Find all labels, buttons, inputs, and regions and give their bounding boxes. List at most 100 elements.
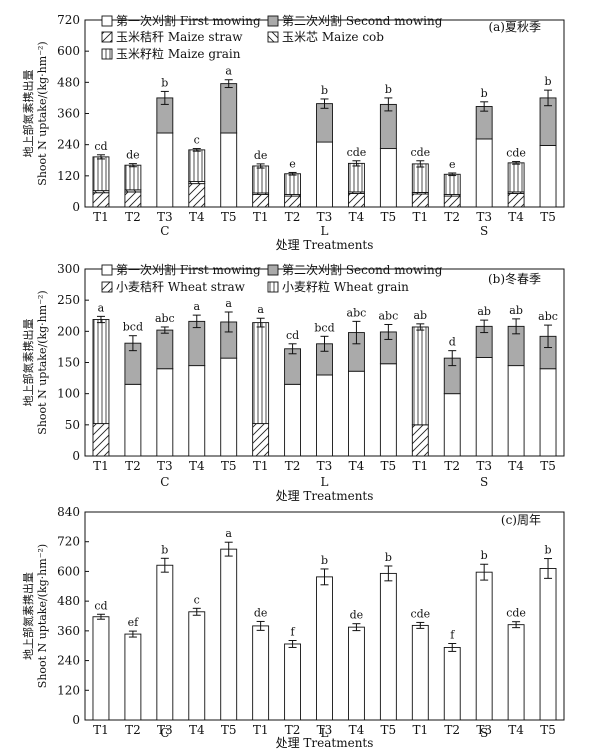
- bar: [316, 576, 333, 721]
- x-tick-label: T4: [508, 723, 524, 737]
- bar: [156, 564, 174, 721]
- y-tick-label: 120: [57, 683, 80, 697]
- x-tick-label: T3: [476, 210, 492, 224]
- legend-swatch-second: [267, 264, 279, 276]
- x-tick-label: T4: [508, 210, 524, 224]
- bar: [220, 548, 238, 721]
- bar: [92, 616, 110, 721]
- significance-letter: b: [385, 551, 392, 564]
- significance-letter: abc: [155, 312, 175, 325]
- y-axis-title-en: Shoot N uptake/(kg·hm⁻²): [36, 544, 49, 688]
- bar: [252, 625, 270, 721]
- bar-segment-first: [379, 148, 397, 208]
- significance-letter: cde: [506, 607, 526, 620]
- bar-segment-grain: [284, 173, 302, 195]
- legend-label: 第二次刈割 Second mowing: [282, 262, 443, 277]
- bar-segment-grain: [92, 319, 110, 425]
- x-tick-label: T3: [157, 723, 173, 737]
- y-tick-label: 480: [57, 594, 80, 608]
- significance-letter: cd: [94, 599, 107, 612]
- x-tick-label: T1: [93, 723, 109, 737]
- significance-letter: c: [194, 593, 200, 606]
- bar-segment-straw: [188, 183, 206, 208]
- bar: [348, 626, 365, 721]
- legend-label: 玉米秸秆 Maize straw: [116, 30, 243, 44]
- significance-letter: de: [350, 609, 364, 622]
- x-tick-label: T3: [317, 210, 333, 224]
- legend-swatch-grain: [267, 281, 279, 293]
- significance-letter: b: [321, 554, 328, 567]
- group-label: S: [480, 726, 488, 740]
- bar-segment-first: [475, 357, 493, 457]
- x-axis-title: 处理 Treatments: [276, 489, 374, 503]
- significance-letter: a: [98, 301, 105, 314]
- bar-segment-first: [539, 368, 557, 457]
- panel-label: (b)冬春季: [488, 271, 541, 286]
- bar-segment-straw: [92, 423, 110, 457]
- group-label: L: [321, 726, 329, 740]
- x-tick-label: T5: [381, 210, 397, 224]
- y-tick-label: 120: [57, 169, 80, 183]
- significance-letter: cd: [286, 329, 299, 342]
- x-tick-label: T3: [317, 723, 333, 737]
- y-tick-label: 150: [57, 356, 80, 370]
- x-tick-label: T5: [381, 723, 397, 737]
- x-tick-label: T5: [540, 459, 556, 473]
- significance-letter: b: [545, 75, 552, 88]
- x-tick-label: T5: [540, 723, 556, 737]
- bar: [284, 643, 302, 721]
- y-tick-label: 250: [57, 293, 80, 307]
- legend-swatch-straw: [101, 281, 113, 293]
- x-tick-label: T3: [157, 459, 173, 473]
- y-tick-label: 100: [57, 387, 80, 401]
- x-tick-label: T4: [189, 723, 205, 737]
- x-tick-label: T2: [285, 723, 301, 737]
- bar-segment-straw: [411, 193, 429, 208]
- x-tick-label: T4: [508, 459, 524, 473]
- y-tick-label: 720: [57, 535, 80, 549]
- y-tick-label: 300: [57, 262, 80, 276]
- significance-letter: f: [291, 626, 296, 639]
- bar-segment-straw: [124, 191, 142, 208]
- bar-segment-first: [507, 365, 525, 457]
- significance-letter: a: [225, 65, 232, 78]
- y-axis-title-en: Shoot N uptake/(kg·hm⁻²): [36, 41, 49, 185]
- bar-segment-grain: [124, 164, 142, 191]
- x-tick-label: T1: [412, 210, 428, 224]
- bar-segment-first: [220, 357, 238, 457]
- significance-letter: abc: [347, 306, 367, 319]
- y-tick-label: 360: [57, 107, 80, 121]
- bar-segment-first: [220, 132, 238, 208]
- significance-letter: ab: [509, 304, 523, 317]
- bar-segment-grain: [348, 162, 365, 193]
- x-tick-label: T1: [253, 723, 269, 737]
- x-tick-label: T2: [125, 723, 141, 737]
- chart-panel-3: 0 120 240 360 480 600 720 840 T1 T2 T3 T4 T5 T1 T2 T3 T4…: [21, 505, 565, 750]
- bar-segment-first: [156, 132, 174, 208]
- y-axis-title-cn: 地上部氮素携出量: [21, 572, 35, 660]
- x-tick-label: T4: [189, 459, 205, 473]
- y-tick-label: 200: [57, 324, 80, 338]
- significance-letter: bcd: [123, 321, 143, 334]
- x-axis-title: 处理 Treatments: [276, 736, 374, 750]
- bar-segment-first: [124, 383, 142, 457]
- y-tick-label: 0: [72, 713, 80, 727]
- y-tick-label: 50: [65, 418, 80, 432]
- bar-segment-first: [156, 368, 174, 457]
- x-tick-label: T1: [93, 210, 109, 224]
- significance-letter: b: [161, 543, 168, 556]
- significance-letter: ab: [477, 305, 491, 318]
- x-tick-label: T4: [349, 459, 365, 473]
- significance-letter: f: [450, 628, 455, 641]
- y-tick-label: 840: [57, 505, 80, 519]
- y-tick-label: 240: [57, 654, 80, 668]
- x-tick-label: T2: [125, 459, 141, 473]
- legend-label: 小麦籽粒 Wheat grain: [282, 279, 409, 294]
- bar-segment-grain: [411, 326, 429, 426]
- significance-letter: de: [254, 149, 268, 162]
- x-tick-label: T5: [221, 723, 237, 737]
- y-tick-label: 480: [57, 75, 80, 89]
- y-tick-label: 360: [57, 624, 80, 638]
- significance-letter: abc: [378, 309, 398, 322]
- significance-letter: cde: [506, 147, 526, 160]
